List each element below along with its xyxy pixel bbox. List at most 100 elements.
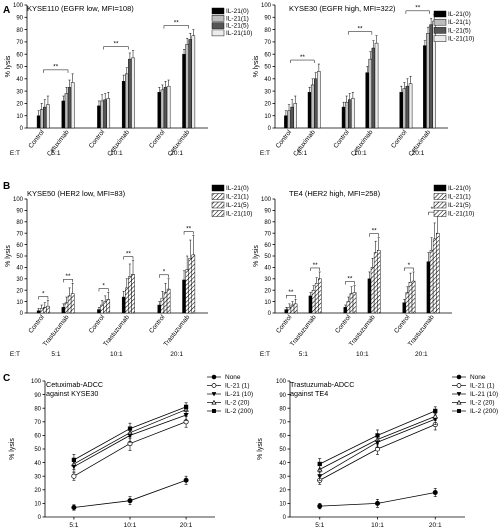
bar — [351, 98, 355, 129]
bar — [311, 289, 316, 314]
data-point — [211, 383, 217, 388]
significance-bracket — [159, 274, 169, 278]
bar — [64, 93, 69, 129]
y-tick-label: 10 — [279, 502, 286, 508]
bar — [426, 261, 431, 314]
category-label: Trastuzumab — [348, 314, 377, 348]
legend-label: IL-2 (200) — [225, 408, 253, 415]
legend-label: IL-21 (1) — [470, 383, 495, 390]
y-tick-label: 0 — [20, 126, 24, 132]
chart-subtitle: against TE4 — [290, 389, 328, 398]
bar — [435, 232, 440, 314]
et-label: E:T — [10, 351, 20, 358]
bar — [131, 57, 135, 129]
bar — [166, 85, 171, 129]
y-tick-label: 90 — [279, 393, 286, 399]
bar — [290, 304, 295, 314]
bar — [343, 307, 348, 314]
category-label: Trastuzumab — [42, 314, 71, 348]
y-tick-label: 50 — [279, 447, 286, 453]
y-tick-label: 80 — [34, 406, 41, 412]
y-tick-label: 100 — [31, 379, 42, 385]
bar — [121, 296, 126, 314]
bar — [352, 292, 357, 314]
bar — [36, 310, 41, 314]
data-point — [211, 399, 217, 405]
y-tick-label: 0 — [268, 126, 272, 132]
category-label: Control — [334, 313, 353, 334]
panel-a-kyse110: 0 10 20 30 40 50 60 70 80 90 100 % lysis KYSE110 (EG… — [3, 3, 252, 158]
significance-mark: * — [42, 290, 45, 297]
data-point — [456, 374, 462, 380]
legend-label: IL-21(1) — [226, 194, 249, 201]
bar — [367, 278, 372, 314]
y-tick-label: 40 — [264, 77, 271, 83]
data-point — [183, 477, 189, 483]
significance-bracket — [345, 281, 355, 285]
data-point — [317, 503, 323, 509]
bar — [106, 299, 111, 314]
y-tick-label: 10 — [34, 502, 41, 508]
significance-bracket — [63, 279, 73, 283]
legend-label: IL-21(10) — [448, 36, 474, 43]
bar — [163, 292, 168, 314]
et-ratio-label: 20:1 — [415, 351, 428, 358]
significance-bracket — [38, 296, 49, 300]
bar — [426, 33, 430, 129]
category-label: Control — [88, 313, 107, 334]
et-ratio-label: 5:1 — [51, 351, 60, 358]
significance-bracket — [183, 231, 194, 235]
significance-mark: ** — [372, 228, 378, 235]
et-label: E:T — [10, 150, 20, 157]
bar — [157, 304, 162, 314]
panel-label: C — [3, 373, 10, 384]
bar — [46, 104, 50, 129]
bar — [100, 304, 104, 314]
bar — [317, 71, 321, 129]
data-point — [433, 408, 438, 414]
y-tick-label: 30 — [264, 89, 271, 95]
y-tick-label: 60 — [16, 52, 23, 58]
et-label: E:T — [260, 351, 270, 358]
data-point — [211, 374, 217, 380]
y-tick-label: 0 — [20, 311, 24, 317]
panel-label: B — [3, 181, 10, 192]
bar — [284, 115, 288, 129]
legend-label: IL-21(1) — [226, 15, 249, 22]
legend-label: None — [225, 374, 241, 381]
bar — [373, 252, 378, 314]
panel-c-cetuximab-adcc: 0 10 20 30 40 50 60 70 80 90 100 5:1 10:1 20:1 % lysis… — [3, 373, 253, 529]
bar — [293, 103, 297, 129]
legend-label: IL-21(1) — [448, 19, 471, 26]
y-tick-label: 20 — [16, 288, 23, 294]
bar — [70, 293, 75, 314]
legend-label: IL-2 (200) — [470, 408, 498, 415]
y-tick-label: 50 — [16, 65, 23, 71]
legend-label: IL-21 (1) — [225, 383, 250, 390]
bar — [157, 92, 162, 129]
bar — [100, 100, 104, 129]
bar — [182, 279, 186, 314]
et-ratio-label: 20:1 — [170, 150, 183, 157]
y-tick-label: 20 — [264, 102, 271, 108]
significance-mark: ** — [415, 5, 421, 12]
data-point — [432, 413, 439, 419]
legend-swatch — [211, 29, 225, 37]
legend-swatch — [211, 184, 225, 192]
bar — [314, 283, 319, 314]
legend-swatch — [211, 7, 225, 15]
significance-mark: ** — [186, 225, 192, 232]
data-point — [71, 473, 77, 479]
x-tick-label: 20:1 — [429, 522, 442, 529]
y-tick-label: 30 — [279, 474, 286, 480]
y-tick-label: 80 — [279, 406, 286, 412]
bar — [64, 302, 69, 314]
x-tick-label: 10:1 — [124, 522, 137, 529]
bar — [402, 302, 407, 314]
bar — [346, 301, 351, 314]
y-tick-label: 70 — [264, 231, 271, 237]
x-tick-label: 20:1 — [180, 522, 193, 529]
legend-swatch — [211, 15, 225, 22]
bar — [370, 267, 375, 314]
